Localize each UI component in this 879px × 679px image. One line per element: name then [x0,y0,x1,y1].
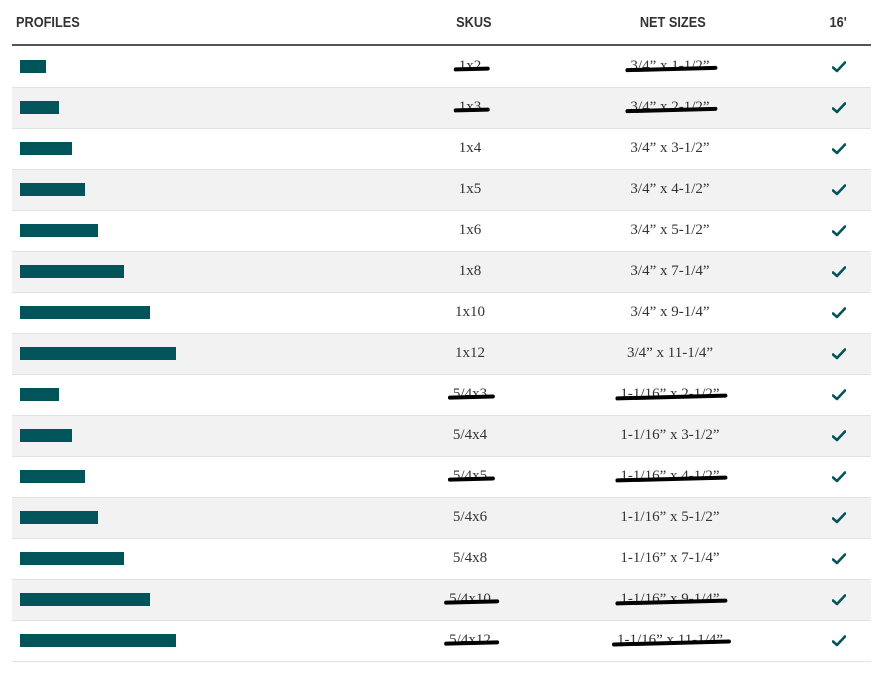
table-header: PROFILES SKUS NET SIZES 16' [12,0,871,46]
sku: 1x8 [458,263,482,279]
net-size: 1-1/16” x 9-1/4” [620,591,720,607]
table-row: 1x10 3/4” x 9-1/4” [12,293,871,334]
table-row: 1x2 3/4” x 1-1/2” [12,47,871,88]
check-icon [832,389,846,401]
check-icon [832,348,846,360]
table-row: 1x4 3/4” x 3-1/2” [12,129,871,170]
table-row: 1x8 3/4” x 7-1/4” [12,252,871,293]
net-size: 1-1/16” x 7-1/4” [620,550,720,566]
net-size: 1-1/16” x 11-1/4” [616,632,724,648]
net-size: 3/4” x 2-1/2” [630,99,710,115]
table-row: 5/4x8 1-1/16” x 7-1/4” [12,539,871,580]
profile-bar [20,347,176,360]
profile-bar [20,101,59,114]
check-icon [832,266,846,278]
check-icon [832,225,846,237]
net-size: 1-1/16” x 5-1/2” [620,509,720,525]
check-icon [832,184,846,196]
table-row: 1x3 3/4” x 2-1/2” [12,88,871,129]
net-size: 3/4” x 5-1/2” [630,222,710,238]
net-size: 3/4” x 7-1/4” [630,263,710,279]
net-size: 1-1/16” x 3-1/2” [620,427,720,443]
profile-bar [20,142,72,155]
table-row: 5/4x3 1-1/16” x 2-1/2” [12,375,871,416]
profile-bar [20,306,150,319]
net-size: 3/4” x 4-1/2” [630,181,710,197]
sku: 5/4x5 [452,468,488,484]
check-icon [832,430,846,442]
profile-bar [20,593,150,606]
profile-bar [20,60,46,73]
check-icon [832,102,846,114]
net-size: 3/4” x 1-1/2” [630,58,710,74]
table-row: 5/4x4 1-1/16” x 3-1/2” [12,416,871,457]
sku: 1x5 [458,181,482,197]
profile-bar [20,552,124,565]
profile-bar [20,511,98,524]
net-size: 3/4” x 11-1/4” [626,345,714,361]
net-size: 1-1/16” x 2-1/2” [620,386,720,402]
sku: 5/4x8 [452,550,488,566]
sku: 5/4x3 [452,386,488,402]
header-cell: 16' [829,14,847,31]
sku: 5/4x6 [452,509,488,525]
profile-bar [20,265,124,278]
sku: 1x12 [455,345,485,361]
sku: 5/4x10 [449,591,491,607]
net-size: 1-1/16” x 4-1/2” [620,468,720,484]
table-row: 5/4x6 1-1/16” x 5-1/2” [12,498,871,539]
table-row: 5/4x5 1-1/16” x 4-1/2” [12,457,871,498]
table-row: 5/4x12 1-1/16” x 11-1/4” [12,621,871,662]
header-cell: NET SIZES [639,14,706,31]
check-icon [832,61,846,73]
header-cell: PROFILES [16,14,80,31]
profile-bar [20,224,98,237]
check-icon [832,553,846,565]
sku: 1x2 [458,58,482,74]
profile-bar [20,388,59,401]
check-icon [832,512,846,524]
check-icon [832,143,846,155]
check-icon [832,635,846,647]
sku: 1x10 [455,304,485,320]
check-icon [832,471,846,483]
net-size: 3/4” x 9-1/4” [630,304,710,320]
net-size: 3/4” x 3-1/2” [630,140,710,156]
sku: 1x4 [458,140,482,156]
table-row: 1x5 3/4” x 4-1/2” [12,170,871,211]
table-row: 1x12 3/4” x 11-1/4” [12,334,871,375]
sku: 1x6 [458,222,482,238]
profile-bar [20,470,85,483]
header-cell: SKUS [456,14,492,31]
profile-bar [20,429,72,442]
check-icon [832,594,846,606]
sku: 5/4x4 [452,427,488,443]
profile-bar [20,183,85,196]
sku: 5/4x12 [449,632,491,648]
table-row: 1x6 3/4” x 5-1/2” [12,211,871,252]
sku: 1x3 [458,99,482,115]
table-row: 5/4x10 1-1/16” x 9-1/4” [12,580,871,621]
profile-bar [20,634,176,647]
check-icon [832,307,846,319]
